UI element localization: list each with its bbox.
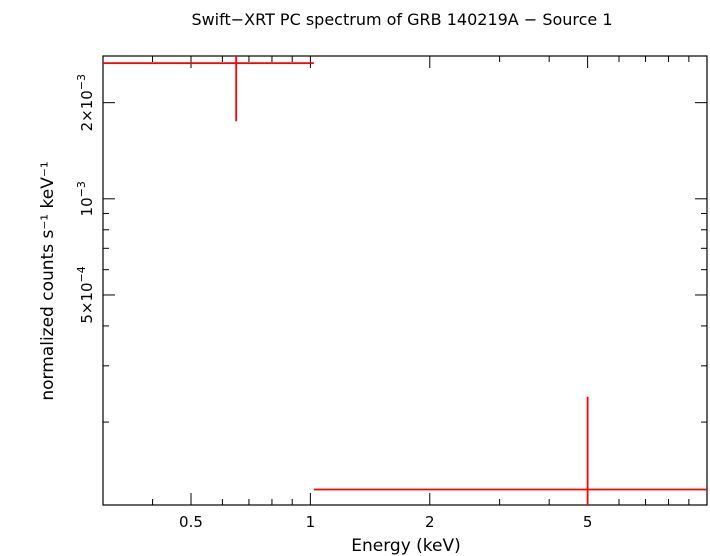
y-tick-label: 10−3 bbox=[75, 181, 96, 216]
y-tick-mantissa: 5×10 bbox=[78, 282, 96, 323]
x-tick-label: 1 bbox=[306, 513, 316, 531]
x-tick-label: 0.5 bbox=[179, 513, 203, 531]
x-tick-label: 2 bbox=[425, 513, 435, 531]
x-axis-label: Energy (keV) bbox=[351, 536, 461, 556]
chart-title: Swift−XRT PC spectrum of GRB 140219A − S… bbox=[191, 10, 612, 29]
y-tick-label: 2×10−3 bbox=[75, 74, 96, 131]
y-axis-label: normalized counts s⁻¹ keV⁻¹ bbox=[38, 161, 58, 400]
series-layer bbox=[103, 56, 707, 505]
y-tick-mantissa: 10 bbox=[78, 197, 96, 216]
y-tick-exponent: −3 bbox=[75, 181, 88, 197]
y-tick-exponent: −3 bbox=[75, 74, 88, 90]
x-axis-tick-labels: 0.5 1 2 5 bbox=[179, 513, 592, 531]
x-tick-label: 5 bbox=[583, 513, 593, 531]
y-tick-mantissa: 2×10 bbox=[78, 90, 96, 131]
y-tick-label: 5×10−4 bbox=[75, 266, 96, 323]
y-tick-exponent: −4 bbox=[75, 266, 88, 282]
y-axis-tick-labels: 5×10−410−32×10−3 bbox=[75, 74, 96, 324]
y-axis-ticks bbox=[103, 102, 707, 423]
plot-frame bbox=[102, 55, 708, 506]
x-axis-ticks bbox=[102, 56, 708, 505]
